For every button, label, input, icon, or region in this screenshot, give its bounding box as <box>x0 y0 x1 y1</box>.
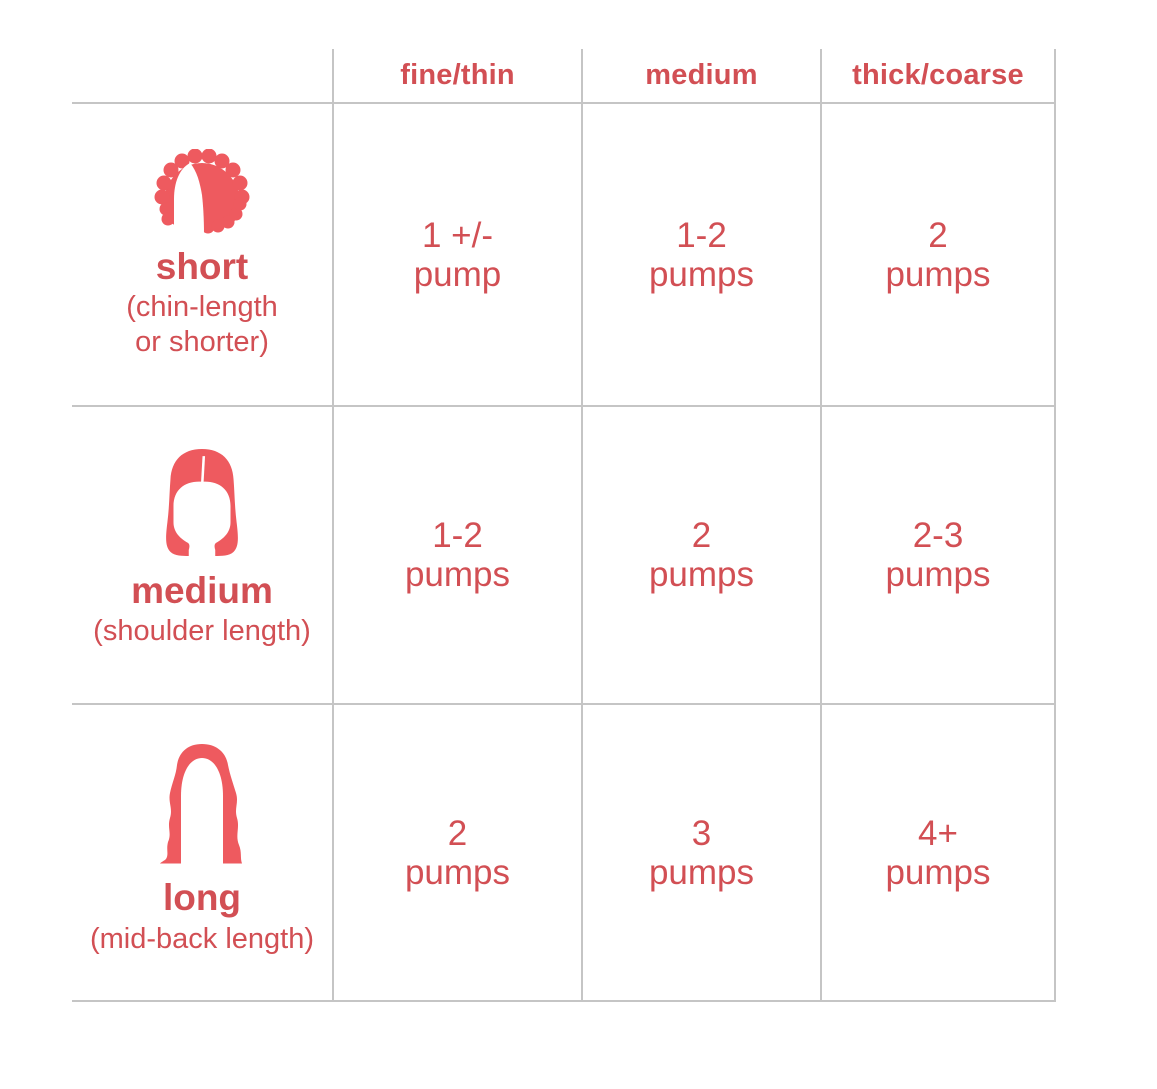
cell-long-thick-coarse: 4+ pumps <box>822 705 1056 1002</box>
pump-unit: pumps <box>648 254 755 294</box>
column-header-label: medium <box>645 59 758 91</box>
column-header-medium: medium <box>583 49 822 104</box>
cell-medium-medium: 2 pumps <box>583 407 822 705</box>
pump-unit: pumps <box>885 254 991 294</box>
row-label: short <box>155 245 249 287</box>
pump-unit: pumps <box>404 852 511 892</box>
column-header-label: fine/thin <box>400 59 515 91</box>
pump-amount: 2-3 <box>912 516 964 555</box>
pump-amount: 1-2 <box>432 516 483 555</box>
pump-amount: 1-2 <box>676 215 727 255</box>
corner-cell <box>72 49 334 104</box>
pump-unit: pumps <box>404 555 511 594</box>
pump-unit: pumps <box>648 852 755 892</box>
row-label: medium <box>131 569 273 611</box>
pump-unit: pumps <box>648 555 755 594</box>
row-header-long: long (mid-back length) <box>72 705 334 1002</box>
cell-medium-fine-thin: 1-2 pumps <box>334 407 583 705</box>
pump-guide-table: fine/thin medium thick/coarse short (ch <box>72 49 1056 1002</box>
column-header-thick-coarse: thick/coarse <box>822 49 1056 104</box>
column-header-label: thick/coarse <box>852 59 1024 91</box>
cell-short-thick-coarse: 2 pumps <box>822 104 1056 407</box>
row-sublabel: (mid-back length) <box>89 922 315 955</box>
row-sublabel: (chin-length or shorter) <box>126 291 278 359</box>
cell-long-medium: 3 pumps <box>583 705 822 1002</box>
cell-short-fine-thin: 1 +/- pump <box>334 104 583 407</box>
row-header-short: short (chin-length or shorter) <box>72 104 334 407</box>
cell-long-fine-thin: 2 pumps <box>334 705 583 1002</box>
row-sublabel: (shoulder length) <box>93 615 311 648</box>
pump-amount: 2 <box>447 813 468 853</box>
pump-amount: 4+ <box>918 813 958 853</box>
cell-medium-thick-coarse: 2-3 pumps <box>822 407 1056 705</box>
pump-amount: 2 <box>691 516 712 555</box>
row-header-medium: medium (shoulder length) <box>72 407 334 705</box>
long-hair-icon <box>152 742 252 867</box>
pump-amount: 1 +/- <box>421 215 493 255</box>
medium-bob-hair-icon <box>156 447 248 559</box>
column-header-fine-thin: fine/thin <box>334 49 583 104</box>
pump-amount: 2 <box>928 215 948 255</box>
pump-amount: 3 <box>691 813 712 853</box>
row-label: long <box>162 877 242 919</box>
pump-unit: pumps <box>885 555 991 594</box>
pump-unit: pump <box>413 254 502 294</box>
pump-unit: pumps <box>885 852 991 892</box>
short-curly-hair-icon <box>150 148 254 235</box>
cell-short-medium: 1-2 pumps <box>583 104 822 407</box>
